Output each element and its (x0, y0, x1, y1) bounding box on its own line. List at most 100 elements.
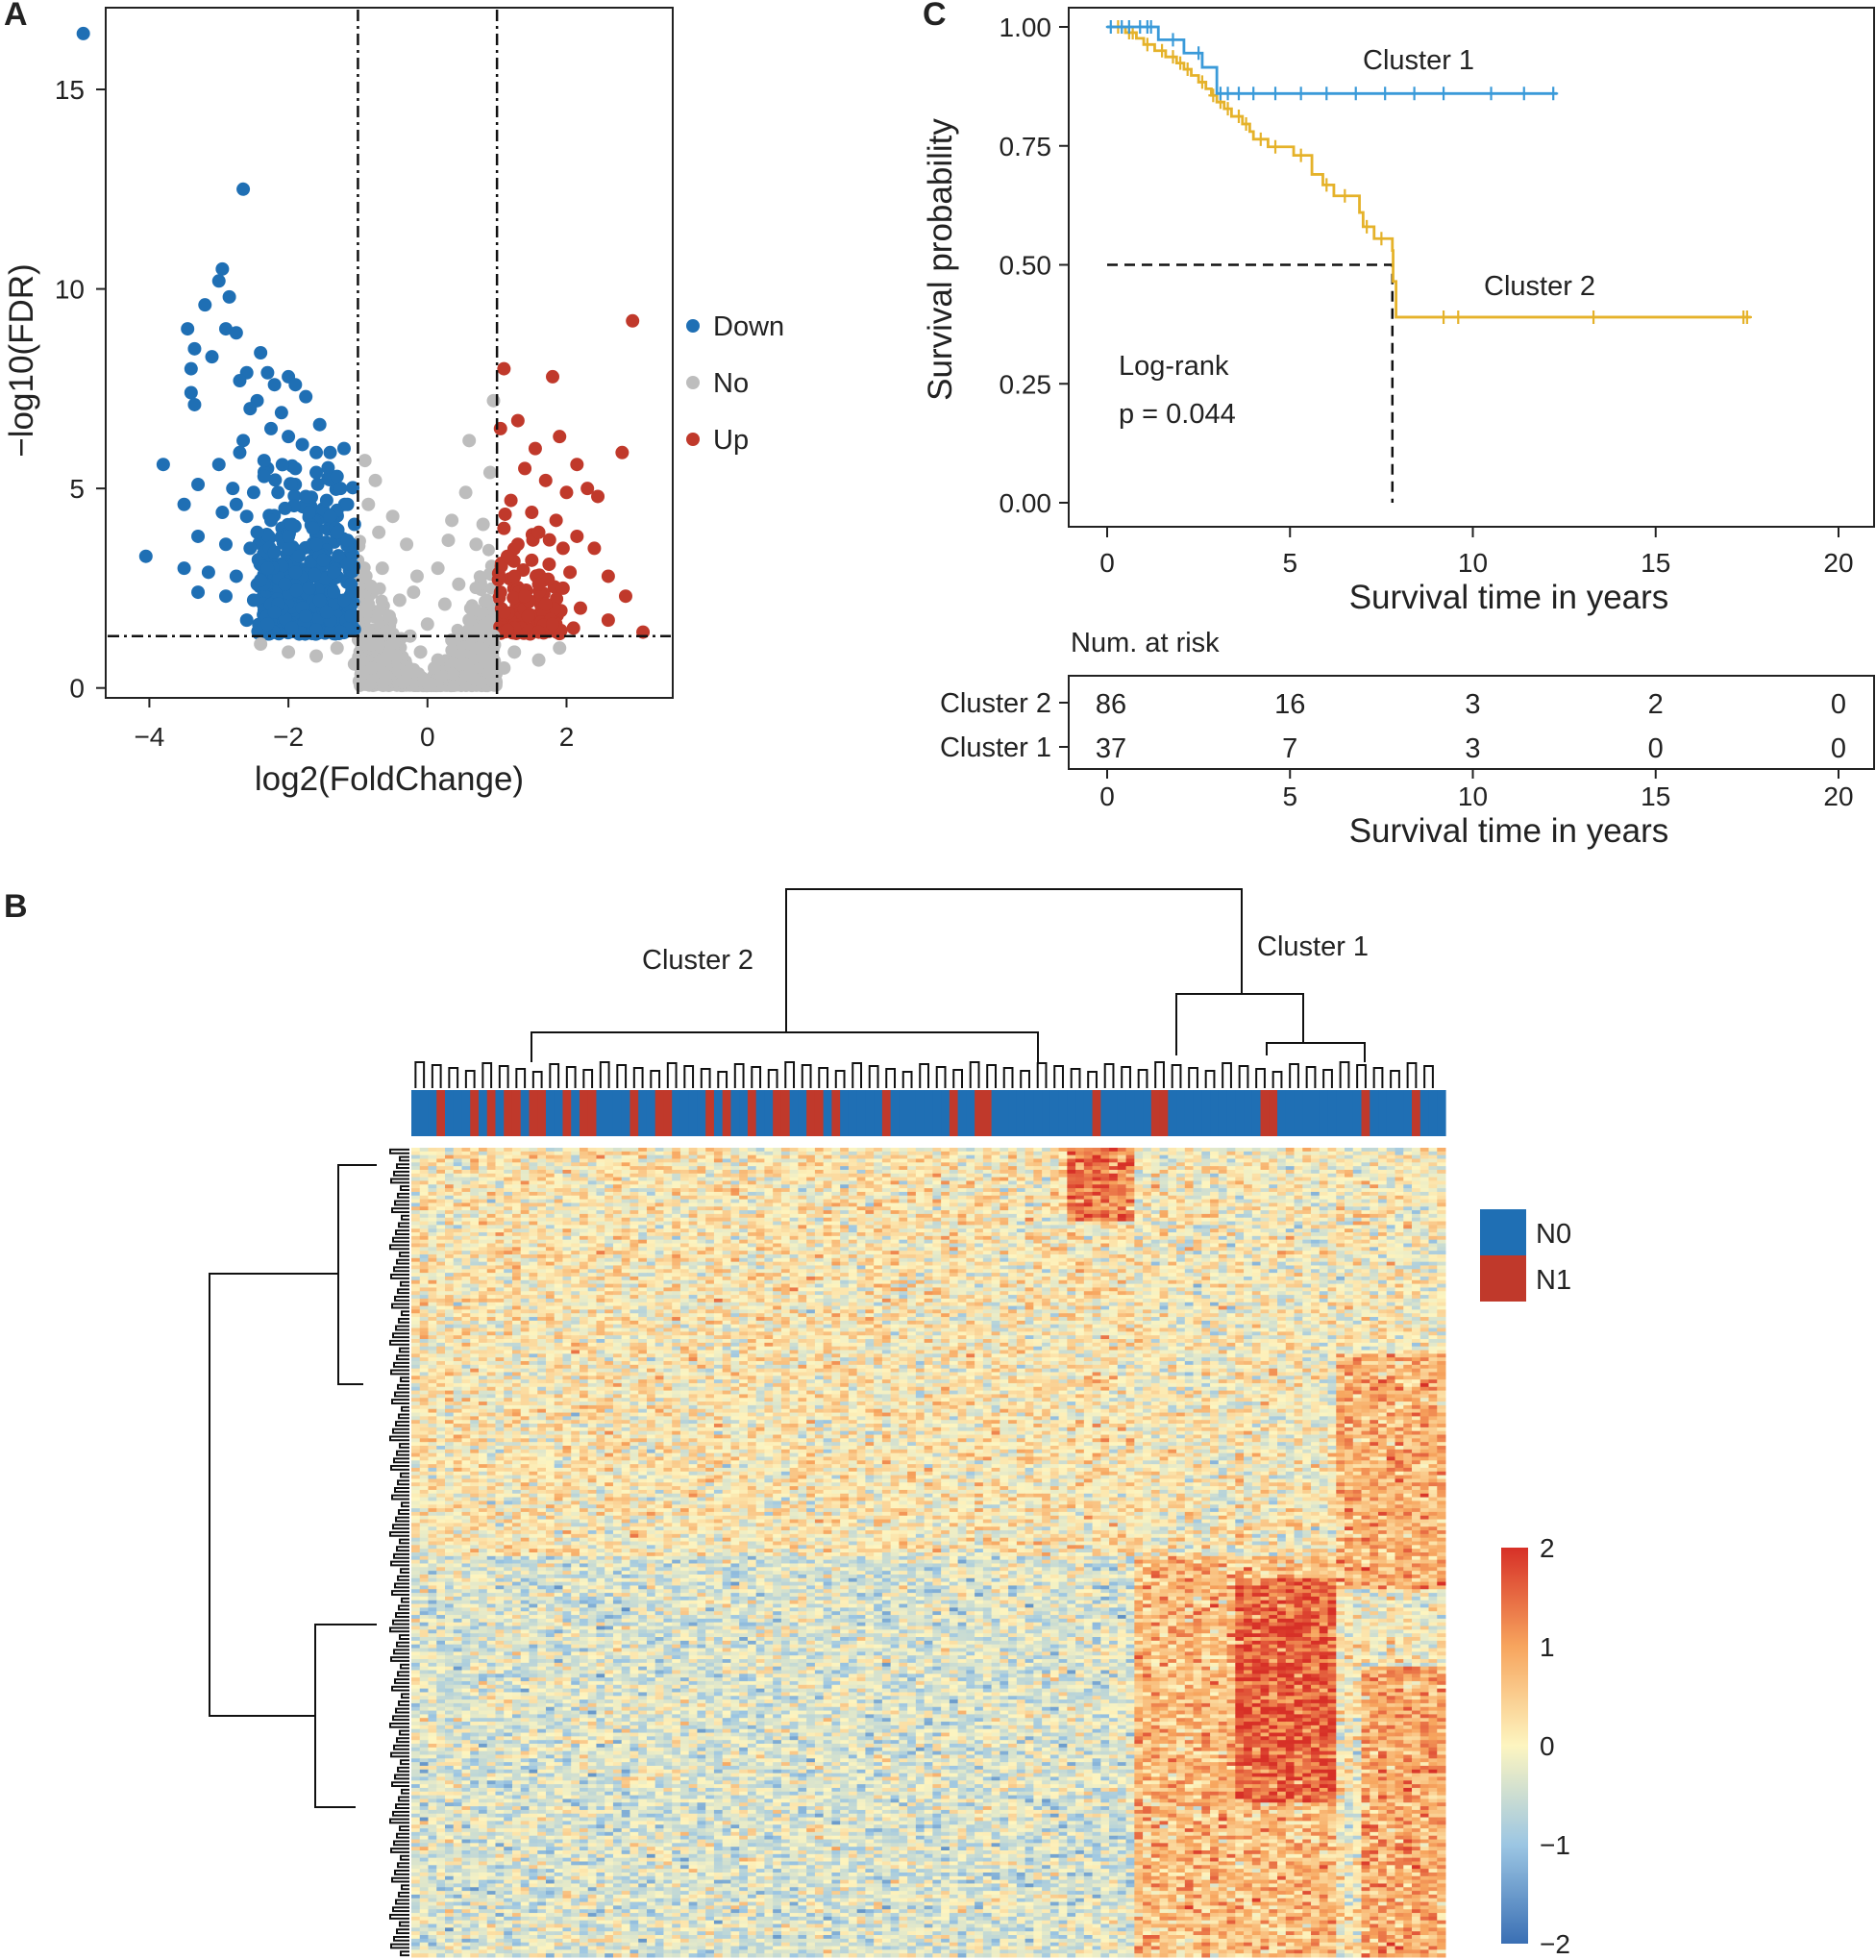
heatmap-cell (1033, 1166, 1042, 1170)
heatmap-cell (555, 1148, 563, 1152)
annotation-cell (680, 1090, 689, 1136)
heatmap-cell (1219, 1148, 1227, 1152)
volcano-point-down (313, 418, 327, 432)
heatmap-cell (1277, 1166, 1286, 1170)
heatmap-cell (1277, 1152, 1286, 1155)
heatmap-cell (1412, 1166, 1420, 1170)
volcano-point-down (288, 565, 302, 579)
heatmap-cell (1370, 1155, 1378, 1159)
heatmap-cell (697, 1152, 705, 1155)
volcano-point-up (518, 589, 531, 603)
volcano-point-up (553, 430, 566, 443)
volcano-point-up (626, 314, 639, 328)
heatmap-cell (1235, 1148, 1244, 1152)
heatmap-cell (1008, 1155, 1017, 1159)
heatmap-cell (1033, 1148, 1042, 1152)
heatmap-cell (461, 1162, 470, 1166)
heatmap-cell (1362, 1148, 1370, 1152)
heatmap-cell (950, 1170, 958, 1174)
volcano-point-down (333, 482, 347, 495)
heatmap-cell (1227, 1148, 1236, 1152)
heatmap-cell (521, 1155, 530, 1159)
heatmap-cell (1353, 1166, 1362, 1170)
heatmap-cell (680, 1162, 689, 1166)
heatmap-cell (840, 1152, 849, 1155)
annotation-cell (1244, 1090, 1252, 1136)
column-dendrogram-sub-branch (1267, 1043, 1365, 1062)
heatmap-cell (1429, 1152, 1438, 1155)
heatmap-cell (899, 1162, 907, 1166)
volcano-point-no (532, 654, 546, 667)
volcano-point-down (236, 183, 250, 196)
heatmap-cell (865, 1166, 874, 1170)
heatmap-cell (882, 1152, 891, 1155)
heatmap-cell (504, 1174, 512, 1178)
km-series-label-cluster2: Cluster 2 (1484, 271, 1595, 302)
heatmap-cell (1143, 1152, 1151, 1155)
heatmap-cell (529, 1158, 537, 1162)
heatmap-cell (562, 1152, 571, 1155)
volcano-point-down (320, 606, 333, 619)
heatmap-cell (1168, 1155, 1176, 1159)
heatmap-cell (596, 1155, 605, 1159)
annotation-cell (1412, 1090, 1420, 1136)
heatmap-cell (865, 1155, 874, 1159)
panel-label-b: B (4, 888, 28, 925)
risk-value: 0 (1831, 733, 1846, 764)
heatmap-cell (1185, 1162, 1194, 1166)
volcano-point-up (574, 602, 587, 615)
annotation-cell (470, 1090, 479, 1136)
heatmap-cell (781, 1158, 790, 1162)
volcano-point-no (456, 657, 469, 671)
heatmap-cell (461, 1170, 470, 1174)
annotation-cell (546, 1090, 555, 1136)
heatmap-cell (605, 1170, 613, 1174)
heatmap-cell (605, 1162, 613, 1166)
volcano-point-no (473, 641, 486, 655)
km-series-label-cluster1: Cluster 1 (1363, 45, 1474, 76)
annotation-cell (764, 1090, 773, 1136)
heatmap-cell (975, 1170, 983, 1174)
heatmap-cell (1362, 1166, 1370, 1170)
heatmap-cell (546, 1155, 555, 1159)
heatmap-cell (975, 1166, 983, 1170)
heatmap-cell (546, 1152, 555, 1155)
heatmap-cell (1244, 1170, 1252, 1174)
heatmap-cell (1320, 1166, 1328, 1170)
heatmap-cell (672, 1158, 680, 1162)
heatmap-cell (1370, 1148, 1378, 1152)
heatmap-cell (1000, 1152, 1008, 1155)
annotation-cell (1269, 1090, 1277, 1136)
heatmap-cell (1067, 1158, 1075, 1162)
annotation-cell (1311, 1090, 1320, 1136)
heatmap-cell (773, 1152, 781, 1155)
heatmap-cell (1362, 1158, 1370, 1162)
annotation-cell (966, 1090, 975, 1136)
volcano-point-no (410, 569, 424, 583)
heatmap-cell (849, 1166, 857, 1170)
heatmap-cell (1093, 1166, 1101, 1170)
annotation-cell (882, 1090, 891, 1136)
heatmap-cell (1194, 1162, 1202, 1166)
heatmap-cell (1176, 1152, 1185, 1155)
heatmap-cell (1227, 1170, 1236, 1174)
heatmap-cell (1412, 1162, 1420, 1166)
volcano-point-down (212, 274, 226, 287)
heatmap-cell (966, 1166, 975, 1170)
annotation-cell (925, 1090, 933, 1136)
heatmap-cell (941, 1166, 950, 1170)
volcano-point-no (389, 649, 403, 662)
heatmap-cell (1437, 1155, 1445, 1159)
heatmap-cell (1336, 1166, 1345, 1170)
column-dendrogram-leaves (415, 1062, 1433, 1088)
heatmap-cell (1143, 1166, 1151, 1170)
heatmap-cell (723, 1162, 731, 1166)
heatmap-cell (436, 1162, 445, 1166)
heatmap-cell (1176, 1170, 1185, 1174)
heatmap-cell (1126, 1166, 1135, 1170)
heatmap-cell (1151, 1170, 1160, 1174)
annotation-cell (1126, 1090, 1135, 1136)
heatmap-cell (874, 1152, 882, 1155)
heatmap-cell (521, 1158, 530, 1162)
heatmap-cell (663, 1158, 672, 1162)
